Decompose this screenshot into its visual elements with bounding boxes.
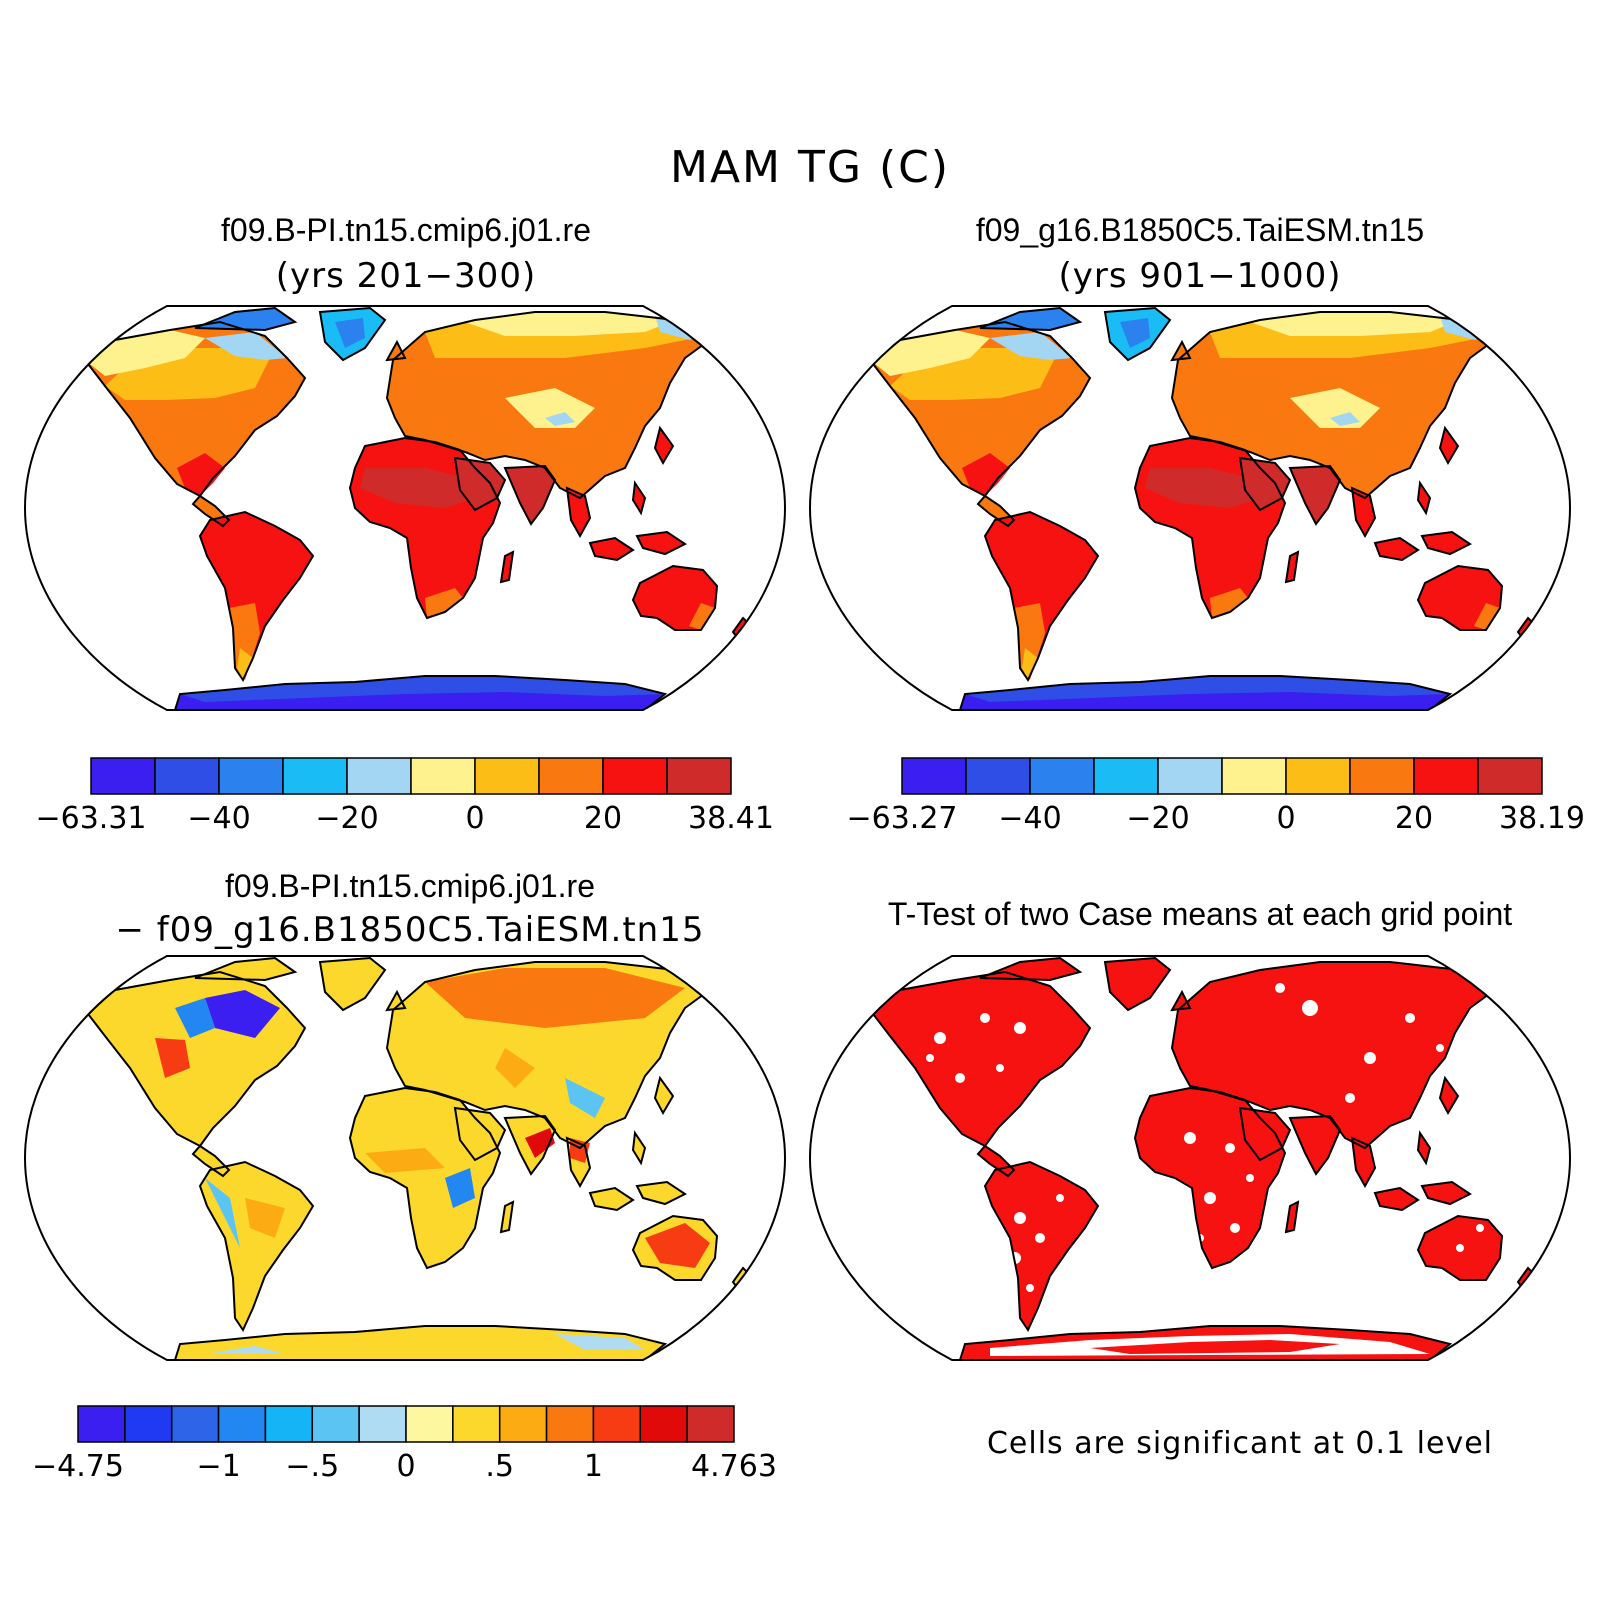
colorbar-swatch <box>358 1405 407 1443</box>
colorbar-label: −63.31 <box>35 801 146 836</box>
colorbar-swatch <box>90 757 156 795</box>
colorbar-swatch <box>1477 757 1543 795</box>
colorbar-label: 0 <box>396 1449 415 1484</box>
colorbar-swatch <box>410 757 476 795</box>
colorbar-swatch <box>124 1405 173 1443</box>
colorbar-swatch <box>218 757 284 795</box>
colorbar-swatch <box>602 757 668 795</box>
panel-2-subtitle: (yrs 901−1000) <box>1058 256 1342 296</box>
colorbar-swatch <box>346 757 412 795</box>
colorbar-label: 20 <box>1395 801 1433 836</box>
colorbar-swatch <box>965 757 1031 795</box>
panel-2-title: f09_g16.B1850C5.TaiESM.tn15 <box>975 212 1425 248</box>
colorbar-label: −40 <box>998 801 1061 836</box>
panel-1-subtitle: (yrs 201−300) <box>275 256 537 296</box>
colorbar-label: −20 <box>1126 801 1189 836</box>
colorbar-swatch <box>1029 757 1095 795</box>
colorbar-swatch <box>282 757 348 795</box>
colorbar-case1: −63.31 −40 −20 0 20 38.41 <box>35 757 774 836</box>
map-panel-case1 <box>24 305 786 711</box>
panel-4-title: T-Test of two Case means at each grid po… <box>887 896 1513 932</box>
colorbar-swatch <box>639 1405 688 1443</box>
colorbar-swatch <box>452 1405 501 1443</box>
colorbar-swatch <box>154 757 220 795</box>
colorbar-label: −63.27 <box>846 801 957 836</box>
panel-1-title: f09.B-PI.tn15.cmip6.j01.re <box>221 212 591 248</box>
map-panel-ttest <box>809 955 1571 1361</box>
colorbar-swatch <box>538 757 604 795</box>
colorbar-swatch <box>1093 757 1159 795</box>
colorbar-swatch <box>170 1405 220 1443</box>
colorbar-swatch <box>311 1405 360 1443</box>
colorbar-label: 0 <box>1276 801 1295 836</box>
panel-3-subtitle: − f09_g16.B1850C5.TaiESM.tn15 <box>115 910 705 950</box>
colorbar-swatch <box>666 757 732 795</box>
colorbar-label: 38.41 <box>688 801 774 836</box>
colorbar-swatch <box>686 1405 735 1443</box>
figure-title: MAM TG (C) <box>669 142 951 193</box>
colorbar-label: −40 <box>187 801 250 836</box>
colorbar-label: −4.75 <box>32 1449 124 1484</box>
colorbar-label: 4.763 <box>691 1449 777 1484</box>
colorbar-swatch <box>77 1405 126 1443</box>
colorbar-label: −20 <box>315 801 378 836</box>
map-panel-case2 <box>809 305 1571 711</box>
significance-note: Cells are significant at 0.1 level <box>986 1426 1493 1461</box>
colorbar-label: 20 <box>584 801 622 836</box>
colorbar-swatch <box>405 1405 454 1443</box>
colorbar-label: 0 <box>465 801 484 836</box>
colorbar-swatch <box>498 1405 548 1443</box>
colorbar-swatch <box>217 1405 267 1443</box>
colorbar-swatch <box>592 1405 642 1443</box>
panel-3-title: f09.B-PI.tn15.cmip6.j01.re <box>225 868 595 904</box>
colorbar-swatch <box>1413 757 1479 795</box>
colorbar-swatch <box>264 1405 314 1443</box>
colorbar-label: −1 <box>196 1449 240 1484</box>
colorbar-label: 1 <box>584 1449 603 1484</box>
map-panel-difference <box>24 955 786 1361</box>
colorbar-swatch <box>901 757 967 795</box>
colorbar-swatch <box>545 1405 595 1443</box>
colorbar-label: 38.19 <box>1499 801 1585 836</box>
colorbar-label: .5 <box>485 1449 514 1484</box>
colorbar-label: −.5 <box>285 1449 339 1484</box>
colorbar-swatch <box>1285 757 1351 795</box>
colorbar-difference: −4.75 −1 −.5 0 .5 1 4.763 <box>32 1405 777 1484</box>
colorbar-swatch <box>1349 757 1415 795</box>
colorbar-swatch <box>1221 757 1287 795</box>
colorbar-case2: −63.27 −40 −20 0 20 38.19 <box>846 757 1585 836</box>
colorbar-swatch <box>474 757 540 795</box>
colorbar-swatch <box>1157 757 1223 795</box>
